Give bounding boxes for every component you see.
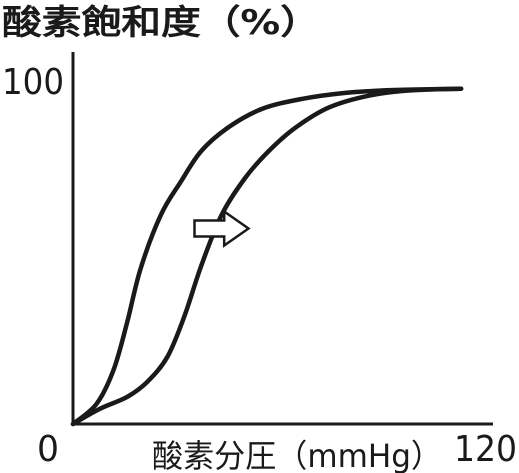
y-axis-title: 酸素飽和度（%） bbox=[2, 3, 320, 43]
x-axis-title: 酸素分圧（mmHg） bbox=[152, 437, 442, 473]
x-tick-label-0: 0 bbox=[37, 429, 59, 470]
curve-2-line bbox=[70, 86, 464, 427]
curve-1-line bbox=[70, 86, 464, 427]
y-tick-label-100: 100 bbox=[2, 62, 64, 103]
x-tick-label-120: 120 bbox=[454, 429, 517, 470]
shift-arrow-icon bbox=[193, 209, 251, 248]
series-layer bbox=[70, 86, 464, 427]
annotation-layer bbox=[193, 209, 251, 248]
